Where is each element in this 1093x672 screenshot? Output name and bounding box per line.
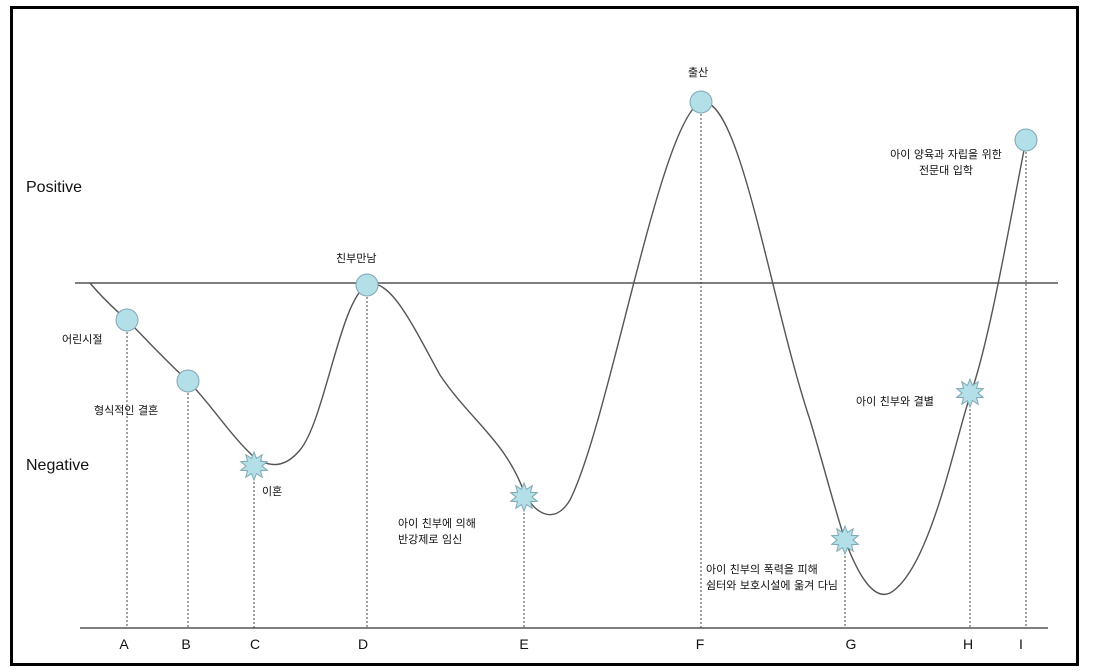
timeline-tick-i: I [1019, 636, 1023, 652]
timeline-tick-d: D [358, 636, 368, 652]
negative-zone-label: Negative [26, 457, 89, 474]
event-label-f: 출산 [688, 66, 708, 79]
event-label-d: 친부만남 [336, 252, 376, 265]
event-label-e: 아이 친부에 의해 반강제로 임신 [398, 516, 476, 546]
event-label-i: 아이 양육과 자립을 위한 전문대 입학 [890, 148, 1002, 177]
event-label-c: 이혼 [262, 485, 282, 498]
timeline-tick-c: C [250, 636, 260, 652]
life-curve [89, 101, 1027, 595]
positive-zone-label: Positive [26, 179, 82, 196]
event-label-g: 아이 친부의 폭력을 피해 쉼터와 보호시설에 옮겨 다님 [706, 562, 838, 592]
timeline-tick-h: H [963, 636, 973, 652]
timeline-tick-b: B [181, 636, 190, 652]
event-marker-f [689, 90, 713, 114]
timeline-tick-e: E [519, 636, 528, 652]
event-label-h: 아이 친부와 결별 [856, 395, 934, 408]
event-marker-i [1014, 128, 1038, 152]
event-label-a: 어린시절 [62, 333, 102, 346]
event-burst-h [955, 377, 985, 409]
timeline-tick-a: A [119, 636, 129, 652]
event-marker-d [355, 273, 379, 297]
timeline-tick-g: G [846, 636, 857, 652]
event-burst-e [509, 481, 539, 513]
event-marker-b [176, 369, 200, 393]
timeline-tick-f: F [696, 636, 705, 652]
event-burst-g [830, 524, 860, 556]
event-label-b: 형식적인 결혼 [94, 404, 158, 417]
event-marker-a [115, 308, 139, 332]
event-burst-c [239, 450, 269, 482]
diagram-frame [10, 6, 1079, 666]
